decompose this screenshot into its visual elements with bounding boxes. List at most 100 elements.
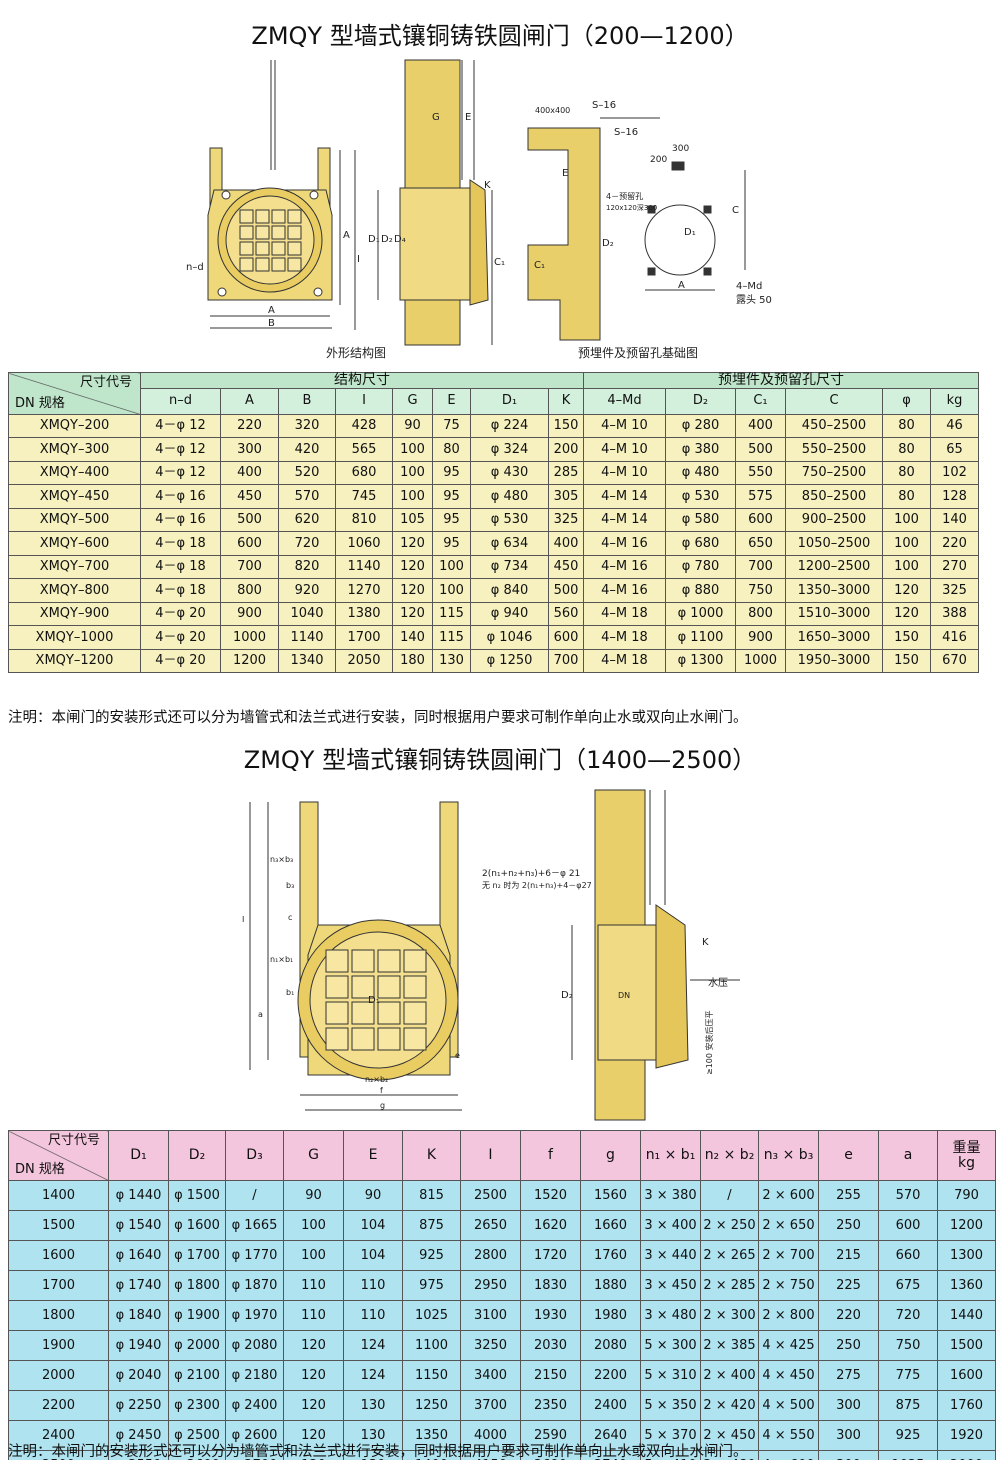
label: b₁ — [286, 988, 294, 997]
cell: φ 2450 — [108, 1420, 169, 1451]
cell: φ 1800 — [168, 1270, 226, 1301]
cell: 810 — [335, 507, 393, 533]
cell: 1025 — [402, 1300, 461, 1331]
cell: XMQY–200 — [8, 413, 141, 439]
cell: 925 — [878, 1420, 938, 1451]
cell: 3 × 450 — [640, 1270, 701, 1301]
cell: 1720 — [520, 1240, 581, 1271]
cell: φ 1870 — [225, 1270, 284, 1301]
label: 4–Md — [736, 281, 762, 292]
label: B — [268, 318, 275, 329]
cell: 4－φ 20 — [140, 601, 221, 627]
cell: 700 — [548, 648, 584, 674]
label: 露头 50 — [736, 294, 772, 306]
label: D₂ — [561, 990, 573, 1001]
column-header: B — [278, 387, 336, 415]
foundation-view — [527, 117, 746, 341]
cell: 660 — [878, 1240, 938, 1271]
cell: 120 — [882, 578, 931, 603]
spec-table-1: 尺寸代号 DN 规格 结构尺寸 预埋件及预留孔尺寸 n–d A B I G E D₁ K 4–Md D₂ C… — [8, 372, 980, 674]
cell: φ 2000 — [168, 1330, 226, 1361]
label: 2(n₁+n₂+n₃)+6－φ 21 — [482, 869, 580, 879]
cell: 1340 — [278, 648, 336, 674]
cell: 124 — [343, 1360, 403, 1391]
cell: 3400 — [460, 1360, 521, 1391]
side-view-1 — [377, 59, 493, 346]
cell: 120 — [392, 554, 433, 580]
cell: φ 1046 — [470, 625, 549, 650]
cell: φ 1540 — [108, 1210, 169, 1241]
cell: 1300 — [937, 1240, 996, 1271]
column-header: I — [460, 1130, 521, 1181]
cell: 150 — [882, 625, 931, 650]
cell: 270 — [929, 554, 980, 580]
data-row: 1900 φ 1940 φ 2000 φ 2080 120 124 1100 3250 2030… — [8, 1330, 996, 1361]
cell: 925 — [402, 1240, 461, 1271]
cell: 550 — [735, 460, 786, 486]
column-header: n–d — [140, 387, 221, 415]
cell: XMQY–700 — [8, 554, 141, 580]
label: D₄ — [394, 234, 406, 245]
cell: 1060 — [335, 531, 393, 556]
cell: 875 — [402, 1210, 461, 1241]
corner-label: DN 规格 — [15, 1162, 65, 1178]
cell: 565 — [335, 437, 393, 462]
cell: 1350–3000 — [785, 578, 883, 603]
cell: 500 — [220, 507, 279, 533]
cell: 104 — [343, 1210, 403, 1241]
cell: 975 — [402, 1270, 461, 1301]
column-header: G — [392, 387, 433, 415]
cell: 790 — [937, 1180, 996, 1211]
cell: 1040 — [278, 601, 336, 627]
data-row: XMQY–600 4－φ 18 600 720 1060 120 95 φ 634 400 4–M… — [8, 531, 980, 556]
cell: φ 280 — [665, 413, 736, 439]
cell: XMQY–450 — [8, 484, 141, 509]
front-view-1 — [207, 60, 356, 330]
cell: 700 — [220, 554, 279, 580]
label: n₂×b₂ — [365, 1075, 388, 1084]
label: n₃×b₃ — [270, 855, 293, 864]
cell: 2 × 285 — [700, 1270, 759, 1301]
cell: 450 — [220, 484, 279, 509]
cell: 3 × 440 — [640, 1240, 701, 1271]
cell: φ 1600 — [168, 1210, 226, 1241]
cell: 720 — [878, 1300, 938, 1331]
cell: 750–2500 — [785, 460, 883, 486]
cell: 1150 — [402, 1360, 461, 1391]
label: f — [380, 1086, 383, 1095]
caption: 外形结构图 — [326, 345, 386, 360]
cell: φ 1000 — [665, 601, 736, 627]
cell: φ 734 — [470, 554, 549, 580]
cell: 2150 — [520, 1360, 581, 1391]
cell: 4 × 550 — [758, 1420, 819, 1451]
cell: 1520 — [520, 1180, 581, 1211]
cell: 275 — [818, 1360, 879, 1391]
cell: φ 1640 — [108, 1240, 169, 1271]
cell: 1600 — [8, 1240, 109, 1271]
cell: 1200 — [937, 1210, 996, 1241]
cell: 120 — [283, 1360, 344, 1391]
cell: 1200–2500 — [785, 554, 883, 580]
cell: 4–M 14 — [583, 507, 666, 533]
cell: 4 × 500 — [758, 1390, 819, 1421]
cell: 1380 — [335, 601, 393, 627]
label: 120x120深300 — [606, 203, 657, 212]
cell: 4 × 600 — [758, 1450, 819, 1460]
cell: 550–2500 — [785, 437, 883, 462]
cell: 400 — [735, 413, 786, 439]
cell: 1400 — [8, 1180, 109, 1211]
cell: 1100 — [402, 1330, 461, 1361]
cell: 100 — [882, 531, 931, 556]
label: S–16 — [592, 100, 616, 111]
label: A — [678, 280, 685, 291]
cell: 900 — [220, 601, 279, 627]
cell: 3250 — [460, 1330, 521, 1361]
cell: 4－φ 12 — [140, 437, 221, 462]
column-header: D₁ — [470, 387, 549, 415]
cell: 800 — [220, 578, 279, 603]
cell: 720 — [278, 531, 336, 556]
cell: 180 — [392, 648, 433, 674]
cell: 110 — [283, 1270, 344, 1301]
